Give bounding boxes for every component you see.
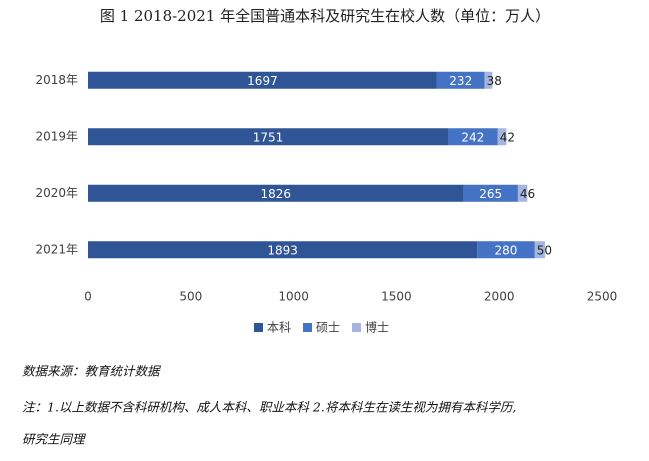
- data-label: 1893: [267, 243, 298, 257]
- bar-segment: [88, 241, 478, 259]
- bar-segment: [88, 128, 449, 146]
- legend-swatch: [303, 323, 313, 332]
- data-label: 1751: [253, 130, 284, 144]
- legend-swatch: [254, 323, 263, 332]
- bar-segment: [497, 128, 507, 146]
- x-tick-label: 1000: [278, 290, 309, 304]
- data-label: 42: [500, 130, 515, 144]
- x-tick-label: 0: [84, 290, 92, 304]
- legend-label: 博士: [365, 320, 389, 335]
- bar-segment: [517, 184, 528, 202]
- note: 数据来源：教育统计数据: [22, 364, 162, 379]
- data-label: 38: [487, 74, 502, 88]
- legend-swatch: [352, 323, 362, 332]
- bar-segment: [477, 241, 535, 259]
- data-label: 1697: [247, 74, 278, 88]
- x-tick-label: 2000: [484, 290, 515, 304]
- data-label: 242: [461, 130, 484, 144]
- x-tick-label: 1500: [381, 290, 412, 304]
- y-tick-label: 2020年: [35, 186, 78, 200]
- bar-segment: [88, 184, 464, 202]
- data-label: 1826: [260, 187, 291, 201]
- chart-title: 图 1 2018-2021 年全国普通本科及研究生在校人数（单位：万人）: [100, 7, 550, 25]
- data-label: 280: [495, 243, 518, 257]
- legend-label: 本科: [267, 321, 291, 335]
- note: 注：1.以上数据不含科研机构、成人本科、职业本科 2.将本科生在读生视为拥有本科…: [22, 400, 516, 415]
- bar-segment: [436, 71, 485, 89]
- bar-segment: [463, 184, 518, 202]
- y-tick-label: 2018年: [35, 73, 78, 87]
- x-tick-label: 500: [179, 290, 202, 304]
- bar-segment: [448, 128, 498, 146]
- data-label: 50: [537, 243, 552, 257]
- legend-label: 硕士: [316, 321, 340, 335]
- data-label: 46: [520, 187, 535, 201]
- note: 研究生同理: [22, 432, 86, 447]
- bar-segment: [534, 241, 546, 259]
- bar-segment: [88, 71, 437, 89]
- y-tick-label: 2019年: [35, 129, 78, 143]
- data-label: 265: [479, 187, 502, 201]
- data-label: 232: [449, 74, 472, 88]
- y-tick-label: 2021年: [35, 242, 78, 256]
- bar-segment: [484, 71, 493, 89]
- x-tick-label: 2500: [587, 290, 618, 304]
